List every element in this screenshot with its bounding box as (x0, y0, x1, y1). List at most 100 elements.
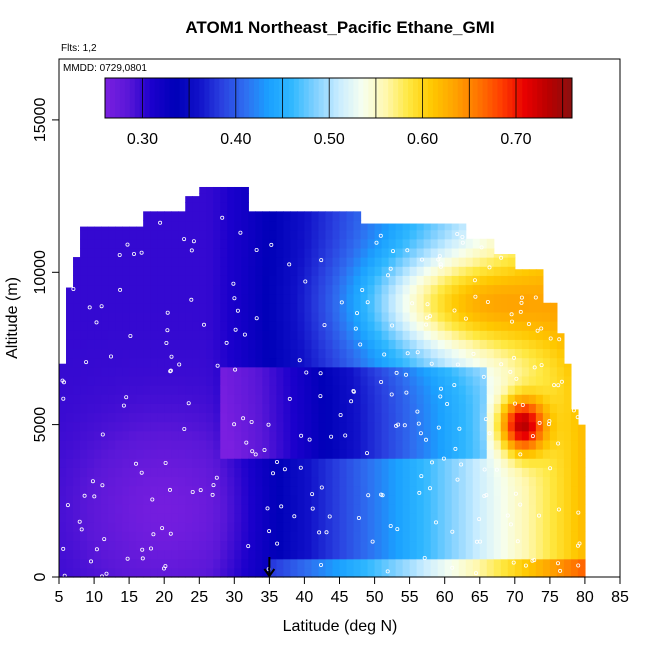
heatmap-cell (374, 247, 383, 258)
sample-point (299, 433, 304, 438)
heatmap-cell (213, 193, 221, 203)
heatmap-cell (507, 339, 516, 350)
heatmap-cell (178, 293, 186, 304)
heatmap-cell (101, 257, 109, 267)
heatmap-cell (318, 357, 327, 368)
heatmap-cell (444, 366, 453, 377)
heatmap-cell (178, 247, 186, 258)
heatmap-cell (563, 531, 572, 542)
heatmap-cell (122, 522, 130, 532)
heatmap-cell (430, 348, 439, 359)
heatmap-cell (192, 330, 200, 340)
sample-point (94, 547, 99, 552)
heatmap-cell (458, 430, 467, 441)
heatmap-cell (381, 394, 390, 404)
heatmap-cell (185, 540, 193, 551)
heatmap-cell (129, 357, 137, 368)
heatmap-cell (276, 476, 284, 487)
heatmap-cell (206, 412, 214, 423)
heatmap-cell (528, 394, 537, 404)
sample-point (422, 556, 427, 561)
heatmap-cell (479, 458, 488, 468)
heatmap-cell (255, 522, 263, 532)
heatmap-cell (325, 257, 334, 267)
heatmap-cell (465, 503, 474, 514)
heatmap-cell (458, 238, 467, 249)
heatmap-cell (206, 403, 214, 414)
heatmap-cell (395, 531, 404, 542)
heatmap-cell (157, 375, 165, 386)
heatmap-cell (129, 458, 137, 468)
heatmap-cell (59, 385, 67, 395)
heatmap-cell (318, 449, 327, 459)
colorbar-segment (129, 78, 136, 118)
heatmap-cell (136, 412, 144, 423)
heatmap-cell (129, 467, 137, 478)
heatmap-cell (493, 394, 502, 404)
heatmap-cell (472, 449, 481, 459)
heatmap-cell (346, 403, 355, 414)
sample-point (343, 433, 348, 438)
heatmap-cell (234, 558, 242, 569)
heatmap-cell (129, 476, 137, 487)
heatmap-cell (360, 467, 369, 478)
heatmap-cell (542, 339, 551, 350)
heatmap-cell (479, 449, 488, 459)
heatmap-cell (437, 223, 446, 231)
heatmap-cell (458, 522, 467, 532)
heatmap-cell (374, 531, 383, 542)
heatmap-cell (318, 257, 327, 267)
heatmap-cell (346, 375, 355, 386)
heatmap-cell (171, 348, 179, 359)
heatmap-cell (521, 412, 530, 423)
sample-point (182, 237, 187, 242)
heatmap-cell (108, 458, 116, 468)
heatmap-cell (423, 247, 432, 258)
heatmap-cell (430, 412, 439, 423)
heatmap-cell (346, 311, 355, 322)
heatmap-cell (402, 293, 411, 304)
heatmap-cell (493, 503, 502, 514)
heatmap-cell (325, 321, 334, 331)
heatmap-cell (381, 485, 390, 496)
heatmap-cell (430, 293, 439, 304)
heatmap-cell (94, 226, 102, 231)
heatmap-cell (360, 284, 369, 295)
heatmap-cell (353, 567, 362, 578)
heatmap-cell (213, 375, 221, 386)
heatmap-cell (542, 430, 551, 441)
heatmap-cell (318, 229, 327, 240)
heatmap-cell (276, 503, 284, 514)
heatmap-cell (528, 549, 537, 560)
sample-point (168, 368, 173, 373)
heatmap-cell (437, 330, 446, 340)
heatmap-cell (388, 229, 397, 240)
sample-point (556, 561, 561, 566)
heatmap-cell (416, 266, 425, 276)
heatmap-cell (570, 449, 579, 459)
heatmap-cell (325, 522, 334, 532)
heatmap-cell (339, 494, 348, 505)
date-note: MMDD: 0729,0801 (63, 63, 147, 74)
heatmap-cell (507, 311, 516, 322)
colorbar-segment (383, 78, 389, 118)
heatmap-cell (255, 284, 263, 295)
heatmap-cell (395, 403, 404, 414)
heatmap-cell (353, 421, 362, 432)
heatmap-cell (276, 311, 284, 322)
sample-point (148, 546, 153, 551)
heatmap-cell (381, 458, 390, 468)
heatmap-cell (290, 403, 299, 414)
heatmap-cell (353, 558, 362, 569)
heatmap-cell (444, 330, 453, 340)
heatmap-cell (374, 549, 383, 560)
heatmap-cell (486, 458, 495, 468)
colorbar-segment (338, 78, 344, 118)
heatmap-cell (353, 449, 362, 459)
heatmap-cell (451, 558, 460, 569)
heatmap-cell (325, 293, 334, 304)
heatmap-cell (262, 385, 270, 395)
heatmap-cell (360, 567, 369, 578)
heatmap-cell (521, 430, 530, 441)
heatmap-cell (549, 494, 558, 505)
